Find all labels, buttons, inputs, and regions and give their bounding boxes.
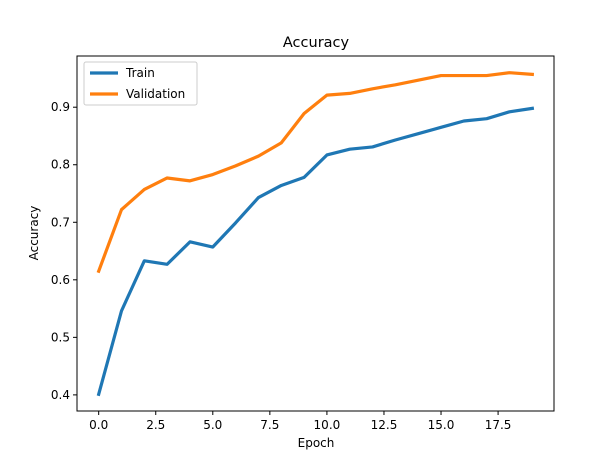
x-tick-label: 17.5 bbox=[485, 418, 512, 432]
legend: Train Validation bbox=[83, 61, 198, 106]
x-tick-label: 15.0 bbox=[428, 418, 455, 432]
legend-label-train: Train bbox=[125, 66, 155, 80]
series-line-validation bbox=[96, 71, 535, 274]
axes-frame bbox=[76, 55, 555, 412]
y-tick-label: 0.7 bbox=[51, 215, 70, 229]
chart-title: Accuracy bbox=[283, 35, 350, 51]
y-tick-label: 0.8 bbox=[51, 158, 70, 172]
x-tick-label: 10.0 bbox=[314, 418, 341, 432]
series-line-train bbox=[96, 106, 535, 397]
x-tick-label: 2.5 bbox=[146, 418, 165, 432]
y-tick-label: 0.9 bbox=[51, 100, 70, 114]
x-tick-label: 7.5 bbox=[260, 418, 279, 432]
plot-area: 0.0 2.5 5.0 7.5 10.0 12.5 15.0 17.5 0.4 0.5 0.6 0.7… bbox=[51, 55, 555, 432]
y-tick-label: 0.5 bbox=[51, 330, 70, 344]
x-axis-label: Epoch bbox=[298, 436, 335, 450]
y-axis-label: Accuracy bbox=[27, 206, 41, 261]
legend-label-validation: Validation bbox=[126, 87, 185, 101]
x-tick-label: 12.5 bbox=[371, 418, 398, 432]
y-tick-label: 0.6 bbox=[51, 273, 70, 287]
x-tick-label: 5.0 bbox=[203, 418, 222, 432]
x-tick-label: 0.0 bbox=[89, 418, 108, 432]
y-tick-label: 0.4 bbox=[51, 388, 70, 402]
